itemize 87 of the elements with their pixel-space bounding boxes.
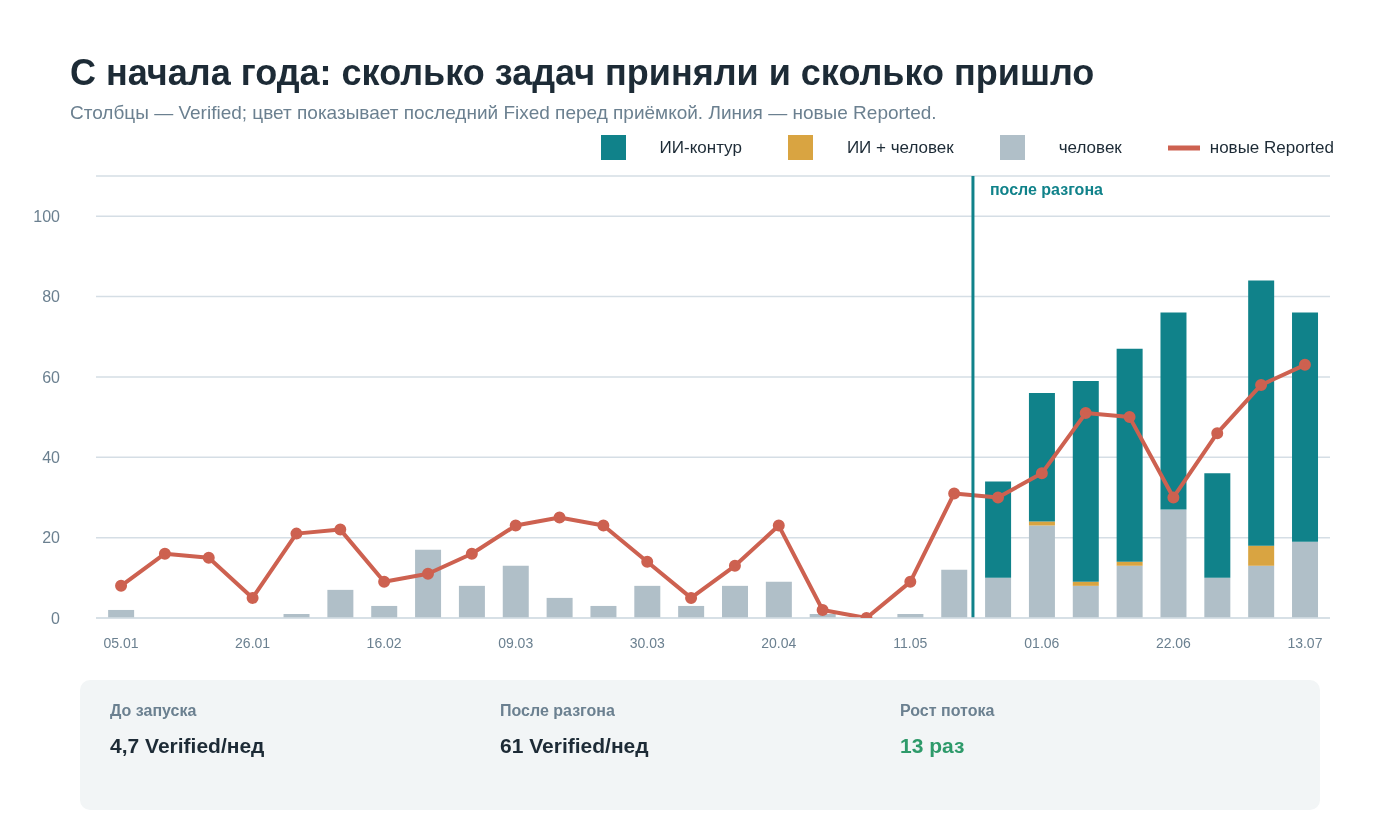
bar bbox=[1116, 348, 1143, 562]
text: 61 Verified/нед bbox=[500, 734, 649, 758]
x-tick-label: 13.07 bbox=[1287, 634, 1323, 651]
text: 13 раз bbox=[900, 734, 966, 758]
point bbox=[378, 575, 391, 588]
text: После разгона bbox=[500, 702, 616, 720]
bar bbox=[502, 565, 529, 618]
point bbox=[1298, 358, 1311, 371]
point bbox=[1211, 427, 1224, 440]
bar bbox=[458, 585, 485, 618]
bar bbox=[765, 581, 792, 618]
bar bbox=[1028, 392, 1055, 522]
legend-label: новые Reported bbox=[1209, 137, 1334, 158]
y-tick-label: 40 bbox=[42, 448, 61, 466]
point bbox=[553, 511, 566, 524]
point bbox=[728, 559, 741, 572]
bar bbox=[1072, 585, 1099, 618]
bar bbox=[1248, 545, 1275, 566]
point bbox=[509, 519, 522, 532]
bar bbox=[1116, 565, 1143, 618]
point bbox=[246, 591, 259, 604]
point bbox=[904, 575, 917, 588]
point bbox=[158, 547, 171, 560]
bar bbox=[985, 481, 1012, 578]
bar bbox=[1204, 577, 1231, 618]
x-tick-label: 11.05 bbox=[893, 634, 928, 651]
chart-subtitle: Столбцы — Verified; цвет показывает последний Fixed перед приёмкой. Линия — новые Reported. bbox=[70, 102, 937, 124]
bar bbox=[1160, 509, 1187, 618]
point bbox=[1079, 407, 1092, 420]
point bbox=[685, 591, 698, 604]
bar bbox=[1160, 312, 1187, 510]
x-tick-label: 22.06 bbox=[1155, 634, 1192, 651]
bar bbox=[678, 605, 705, 618]
point bbox=[948, 487, 961, 500]
point bbox=[1167, 491, 1180, 504]
point bbox=[421, 567, 434, 580]
point bbox=[1255, 378, 1268, 391]
bar bbox=[1292, 312, 1319, 542]
legend-label: ИИ-контур bbox=[659, 137, 742, 158]
y-tick-label: 100 bbox=[33, 207, 61, 225]
x-tick-label: 01.06 bbox=[1024, 634, 1060, 651]
ref-line-label: после разгона bbox=[989, 181, 1104, 199]
bar bbox=[1248, 280, 1275, 546]
bar bbox=[590, 605, 617, 618]
bar bbox=[371, 605, 398, 618]
bar bbox=[1028, 521, 1055, 526]
bar bbox=[1028, 525, 1055, 618]
point bbox=[1035, 467, 1048, 480]
bar bbox=[941, 569, 968, 618]
legend-label: человек bbox=[1058, 137, 1122, 158]
text: 4,7 Verified/нед bbox=[110, 734, 265, 758]
x-tick-label: 16.02 bbox=[366, 634, 402, 651]
bar bbox=[1072, 380, 1099, 582]
point bbox=[202, 551, 215, 564]
bar bbox=[634, 585, 661, 618]
bar bbox=[1204, 473, 1231, 578]
point bbox=[115, 579, 128, 592]
point bbox=[772, 519, 785, 532]
bar bbox=[1292, 541, 1319, 618]
y-tick-label: 0 bbox=[51, 609, 61, 627]
bar bbox=[546, 597, 573, 618]
bar bbox=[985, 577, 1012, 618]
y-tick-label: 60 bbox=[42, 368, 61, 386]
chart-title: С начала года: сколько задач приняли и сколько пришло bbox=[70, 52, 1095, 94]
point bbox=[290, 527, 303, 540]
bar bbox=[1248, 565, 1275, 618]
point bbox=[465, 547, 478, 560]
point bbox=[992, 491, 1005, 504]
point bbox=[641, 555, 654, 568]
x-tick-label: 26.01 bbox=[235, 634, 271, 651]
point bbox=[597, 519, 610, 532]
point bbox=[816, 603, 829, 616]
x-tick-label: 20.04 bbox=[761, 634, 797, 651]
bar bbox=[722, 585, 748, 618]
text: До запуска bbox=[110, 702, 198, 720]
point bbox=[1123, 411, 1136, 424]
text: Рост потока bbox=[900, 702, 995, 720]
x-tick-label: 09.03 bbox=[498, 634, 534, 651]
bar bbox=[327, 589, 354, 618]
point bbox=[334, 523, 347, 536]
y-tick-label: 80 bbox=[42, 288, 61, 306]
bar bbox=[1072, 581, 1099, 586]
y-tick-label: 20 bbox=[42, 529, 61, 547]
bar bbox=[1116, 561, 1143, 566]
x-tick-label: 30.03 bbox=[629, 634, 665, 651]
x-tick-label: 05.01 bbox=[103, 634, 139, 651]
legend-label: ИИ + человек bbox=[846, 137, 954, 158]
